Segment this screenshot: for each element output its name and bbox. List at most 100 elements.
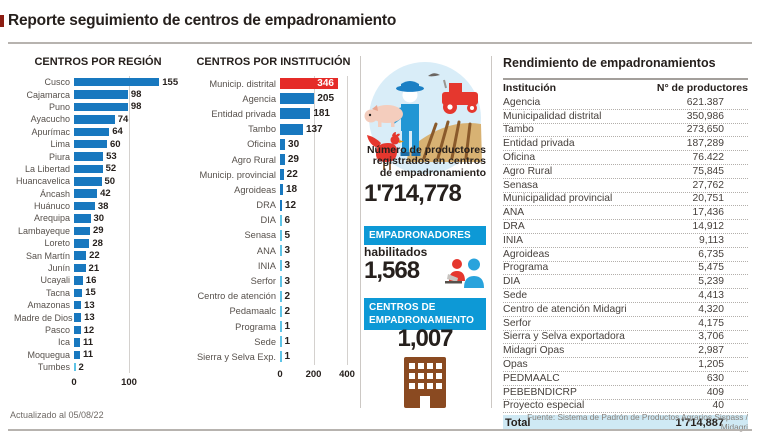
bar-area: 42 xyxy=(74,188,182,199)
section-divider xyxy=(360,56,361,408)
bar xyxy=(74,350,81,360)
bar-row: Tumbes 2 xyxy=(14,361,182,373)
institution-chart-title: CENTROS POR INSTITUCIÓN xyxy=(196,56,351,68)
bar-value: 2 xyxy=(284,305,291,317)
bar-label: Tambo xyxy=(248,124,276,135)
bar-area: 6 xyxy=(280,214,355,226)
producers-value: 273,650 xyxy=(686,124,724,136)
bar-value: 30 xyxy=(288,138,300,150)
institution-name: Centro de atención Midagri xyxy=(503,303,627,315)
institution-name: Senasa xyxy=(503,179,538,191)
institution-chart-axis: 0 200 400 xyxy=(277,369,355,383)
bar xyxy=(74,152,104,161)
bar-label: Ucayali xyxy=(40,275,70,286)
bar-area: 22 xyxy=(74,250,182,261)
institution-name: PEDMAALC xyxy=(503,372,560,384)
bar-label: Oficina xyxy=(247,139,276,150)
bar-row: Arequipa 30 xyxy=(14,212,182,224)
bar-row: Áncash 42 xyxy=(14,188,182,200)
bar-value: 22 xyxy=(286,169,298,181)
bar xyxy=(280,199,282,211)
bar-value: 98 xyxy=(130,101,142,113)
bar xyxy=(280,336,282,348)
bar-area: 11 xyxy=(74,349,182,360)
bar-row: Agro Rural 29 xyxy=(192,152,355,167)
bar-value: 11 xyxy=(83,336,94,348)
bar-row: Sierra y Selva Exp. 1 xyxy=(192,349,355,364)
bar-label: Loreto xyxy=(44,238,70,249)
table-row: Municipalidad provincial 20,751 xyxy=(503,193,748,207)
producers-value: 630 xyxy=(706,372,724,384)
bar-label: Piura xyxy=(48,151,70,162)
bar-row: ANA 3 xyxy=(192,243,355,258)
bar xyxy=(74,189,98,198)
gridline xyxy=(129,76,130,374)
producers-total: 1'714,778 xyxy=(364,180,462,207)
bar xyxy=(74,288,83,298)
bar-row: Cajamarca 98 xyxy=(14,88,182,100)
bar-value: 29 xyxy=(287,154,299,166)
habilitados-label: habilitados xyxy=(364,245,428,259)
bar-label: Moquegua xyxy=(27,349,70,360)
bar-label: Lambayeque xyxy=(17,225,70,236)
bar-value: 1 xyxy=(284,336,291,348)
bar-area: 98 xyxy=(74,89,182,100)
producers-value: 4,413 xyxy=(698,290,724,302)
bar xyxy=(280,260,282,272)
producers-value: 14,912 xyxy=(692,221,725,233)
bar-row: Municip. distrital 346 xyxy=(192,76,355,91)
bar-label: Sede xyxy=(254,336,276,347)
bar-label: Agroideas xyxy=(234,184,276,195)
institution-name: PEBEBNDICRP xyxy=(503,386,577,398)
table-row: Municipalidad distrital 350,986 xyxy=(503,110,748,124)
bar xyxy=(280,93,315,105)
bar-area: 50 xyxy=(74,176,182,187)
bar-area: 52 xyxy=(74,163,182,174)
bar xyxy=(280,169,284,181)
bar xyxy=(74,263,86,273)
bar xyxy=(280,275,282,287)
bar-label: Junín xyxy=(47,263,70,274)
bar-area: 74 xyxy=(74,114,182,125)
bar-area: 1 xyxy=(280,336,355,348)
bar-label: Apurímac xyxy=(31,126,70,137)
bar xyxy=(74,77,160,87)
region-chart: CENTROS POR REGIÓN Cusco 155 Cajamarca 98 Pu… xyxy=(14,56,182,391)
bar xyxy=(280,214,282,226)
institution-name: Municipalidad provincial xyxy=(503,193,613,205)
bar-row: Senasa 5 xyxy=(192,228,355,243)
bar-value: 60 xyxy=(110,138,121,150)
bar-label: La Libertad xyxy=(24,163,70,174)
bar-row: Tambo 137 xyxy=(192,122,355,137)
institution-name: DRA xyxy=(503,221,525,233)
producers-value: 4,320 xyxy=(698,303,724,315)
bar-row: Puno 98 xyxy=(14,101,182,113)
bar-area: 205 xyxy=(280,93,355,105)
institution-name: Agroideas xyxy=(503,248,550,260)
producers-value: 40 xyxy=(712,400,724,412)
bar-row: Cusco 155 xyxy=(14,76,182,88)
bar-row: La Libertad 52 xyxy=(14,163,182,175)
bar-label: Sierra y Selva Exp. xyxy=(196,351,276,362)
bar-value: 30 xyxy=(93,212,105,224)
bar-value: 155 xyxy=(162,76,179,88)
bar-value: 3 xyxy=(284,260,291,272)
bar-value: 13 xyxy=(84,312,95,324)
bar xyxy=(280,351,282,363)
table-row: Senasa 27,762 xyxy=(503,179,748,193)
bar-area: 346 xyxy=(280,78,355,90)
region-chart-title: CENTROS POR REGIÓN xyxy=(34,56,162,68)
centros-count: 1,007 xyxy=(397,325,453,352)
bar-row: Piura 53 xyxy=(14,150,182,162)
table-row: Agro Rural 75,845 xyxy=(503,165,748,179)
gridline xyxy=(347,76,348,365)
bar-row: Ucayali 16 xyxy=(14,274,182,286)
table-row: Opas 1,205 xyxy=(503,358,748,372)
producers-value: 20,751 xyxy=(692,193,725,205)
institution-name: Tambo xyxy=(503,124,534,136)
bar xyxy=(74,177,102,186)
bar-label: Huancavelica xyxy=(15,176,70,187)
axis-tick: 100 xyxy=(121,377,137,389)
bar-value: 2 xyxy=(284,290,291,302)
bar-row: Municip. provincial 22 xyxy=(192,167,355,182)
